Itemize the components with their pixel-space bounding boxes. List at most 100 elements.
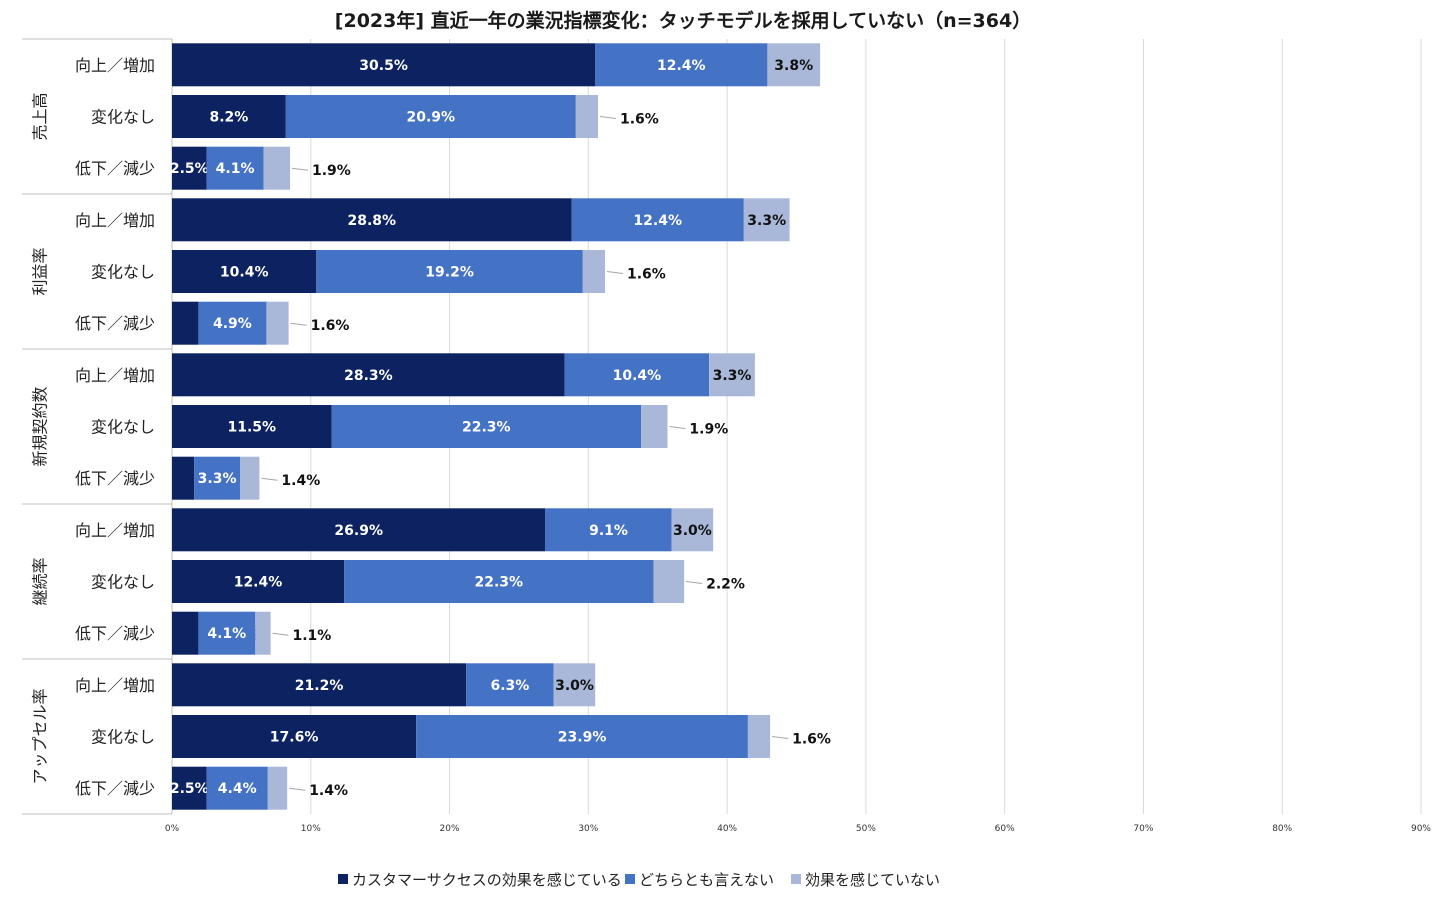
data-label: 3.3%	[198, 471, 237, 487]
data-label: 2.5%	[170, 161, 209, 177]
bar-segment	[172, 715, 417, 758]
category-label: 向上／増加	[75, 366, 155, 385]
category-label: 低下／減少	[75, 469, 155, 488]
category-label: 変化なし	[91, 263, 155, 282]
data-label: 1.9%	[312, 163, 351, 179]
bar-segment	[285, 95, 576, 138]
data-label: 1.1%	[293, 628, 332, 644]
leader-line	[272, 632, 289, 636]
legend-swatch	[625, 874, 635, 884]
bar-segment	[641, 405, 668, 448]
group-label: アップセル率	[31, 688, 50, 784]
group-label: 継続率	[31, 557, 50, 605]
data-label: 12.4%	[657, 58, 706, 74]
category-label: 変化なし	[91, 728, 155, 747]
bar-segment	[206, 766, 268, 810]
data-label: 10.4%	[613, 368, 662, 384]
x-tick-label: 90%	[1411, 824, 1431, 834]
legend-entry: 効果を感じていない	[805, 871, 940, 889]
group-label: 売上高	[31, 92, 50, 140]
x-tick-label: 70%	[1133, 824, 1153, 834]
data-label: 2.5%	[170, 781, 209, 797]
legend: カスタマーサクセスの効果を感じている どちらとも言えない 効果を感じていない	[338, 871, 940, 889]
bar-segment	[172, 146, 207, 190]
leader-line	[772, 736, 789, 739]
leader-line	[291, 167, 309, 171]
leader-line	[686, 581, 703, 584]
data-label: 22.3%	[475, 575, 524, 591]
data-label: 28.8%	[348, 213, 397, 229]
leader-line	[289, 787, 306, 791]
x-axis-ticks: 0% 10% 20% 30% 40% 50% 60% 70% 80% 90%	[165, 824, 1432, 834]
category-label: 低下／減少	[75, 159, 155, 178]
data-label: 12.4%	[234, 575, 283, 591]
data-label: 4.1%	[216, 161, 255, 177]
leader-line	[261, 477, 278, 481]
x-tick-label: 0%	[165, 824, 180, 834]
chart-title: [2023年] 直近一年の業況指標変化：タッチモデルを採用していない（n=364…	[335, 9, 1031, 32]
data-label: 3.3%	[747, 213, 786, 229]
bar-segment	[582, 250, 605, 293]
data-label: 11.5%	[228, 420, 277, 436]
category-label: 低下／減少	[75, 624, 155, 643]
data-label: 3.8%	[774, 58, 813, 74]
bar-segment	[172, 663, 467, 707]
bar-segment	[198, 301, 267, 345]
bar-segment	[240, 456, 260, 500]
data-label: 1.6%	[627, 267, 666, 283]
data-label: 20.9%	[407, 110, 456, 126]
bar-segment	[255, 611, 271, 655]
data-label: 4.9%	[213, 316, 252, 332]
data-label: 9.1%	[589, 523, 628, 539]
bar-segment	[653, 560, 685, 603]
data-label: 4.4%	[218, 781, 257, 797]
data-label: 4.1%	[207, 626, 246, 642]
bar-segment	[671, 508, 714, 552]
bar-segment	[564, 353, 709, 397]
bar-segment	[172, 43, 596, 87]
bar-segment	[266, 301, 289, 345]
data-label: 1.6%	[620, 112, 659, 128]
data-label: 1.4%	[309, 783, 348, 799]
data-label: 1.9%	[689, 422, 728, 438]
bar-segment	[172, 250, 317, 293]
data-label: 1.6%	[792, 732, 831, 748]
data-label: 10.4%	[220, 265, 269, 281]
bar-segment	[595, 43, 768, 87]
leader-line	[669, 426, 686, 429]
data-label: 19.2%	[425, 265, 474, 281]
bar-segment	[172, 95, 286, 138]
bars: 30.5% 12.4% 3.8% 8.2% 20.9% 1.6% 2.5% 4.1% 1.9% 2…	[170, 43, 831, 810]
data-label: 1.4%	[281, 473, 320, 489]
category-label: 変化なし	[91, 418, 155, 437]
bar-segment	[172, 508, 546, 552]
x-tick-label: 80%	[1272, 824, 1292, 834]
bar-segment	[172, 611, 199, 655]
leader-line	[290, 322, 307, 326]
bar-segment	[743, 198, 790, 242]
bar-segment	[571, 198, 744, 242]
leader-line	[606, 271, 624, 274]
category-label: 変化なし	[91, 108, 155, 127]
bar-segment	[575, 95, 598, 138]
group-label: 利益率	[31, 247, 50, 295]
bar-segment	[194, 456, 240, 500]
bar-segment	[747, 715, 771, 758]
category-label: 向上／増加	[75, 56, 155, 75]
bar-segment	[206, 146, 264, 190]
bar-segment	[545, 508, 672, 552]
grid	[310, 39, 1422, 814]
bar-segment	[172, 766, 207, 810]
data-label: 3.0%	[555, 678, 594, 694]
data-label: 1.6%	[311, 318, 350, 334]
legend-entry: カスタマーサクセスの効果を感じている	[352, 871, 622, 889]
bar-segment	[466, 663, 554, 707]
category-label: 向上／増加	[75, 211, 155, 230]
bar-segment	[267, 766, 288, 810]
bar-segment	[172, 353, 565, 397]
bar-segment	[416, 715, 748, 758]
bar-segment	[553, 663, 596, 707]
x-tick-label: 10%	[301, 824, 321, 834]
